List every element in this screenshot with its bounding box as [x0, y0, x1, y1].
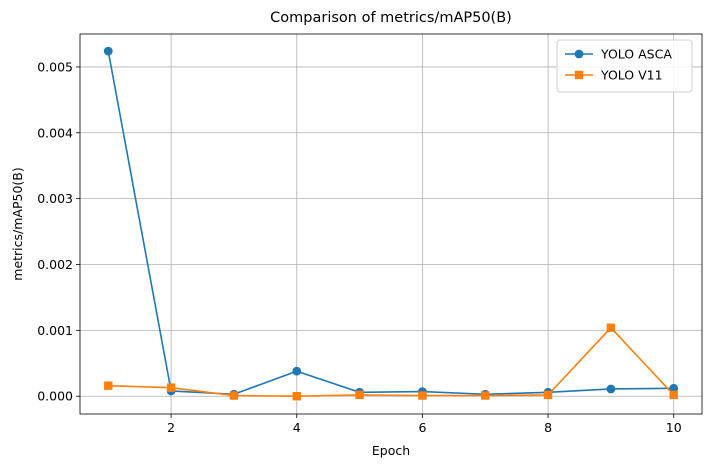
x-tick-label: 6 [418, 420, 426, 435]
data-point [481, 391, 490, 400]
data-point [355, 390, 364, 400]
legend-box [556, 39, 693, 93]
series-layer [103, 46, 679, 401]
x-axis-title: Epoch [372, 443, 410, 458]
data-point [229, 391, 239, 400]
data-point [104, 381, 113, 390]
x-tick-label: 2 [167, 420, 175, 435]
series-line [107, 50, 674, 396]
grid-lines [80, 34, 702, 414]
plot-area [80, 34, 702, 414]
y-tick-label: 0.000 [37, 389, 73, 404]
legend: YOLO ASCA YOLO V11 [556, 39, 693, 93]
x-tick-label: 10 [666, 420, 682, 435]
legend-marker [574, 70, 584, 80]
chart-title: Comparison of metrics/mAP50(B) [270, 10, 512, 26]
x-axis: 2 4 6 8 10 [167, 414, 682, 435]
data-point [543, 390, 553, 400]
y-axis-title: metrics/mAP50(B) [10, 167, 25, 280]
plot-frame [79, 33, 703, 415]
y-tick-label: 0.004 [37, 125, 73, 140]
x-tick-label: 4 [293, 420, 301, 435]
data-point [418, 391, 427, 400]
data-point [166, 383, 176, 392]
legend-entry: YOLO V11 [565, 68, 663, 83]
series-line [108, 326, 675, 398]
y-tick-label: 0.003 [37, 191, 73, 206]
data-point [669, 390, 678, 400]
y-tick-label: 0.005 [37, 59, 73, 74]
y-tick-label: 0.002 [37, 257, 73, 272]
legend-label: YOLO V11 [600, 68, 663, 83]
data-point [669, 383, 679, 393]
data-point [292, 392, 301, 401]
series-yolo-v11 [104, 323, 678, 401]
y-axis: 0.000 0.001 0.002 0.003 0.004 0.005 [37, 59, 80, 404]
data-point [606, 384, 616, 394]
y-tick-label: 0.001 [37, 323, 73, 338]
data-point [606, 323, 616, 332]
data-point [103, 46, 113, 56]
legend-entry: YOLO ASCA [565, 47, 672, 62]
legend-marker [574, 49, 584, 59]
legend-label: YOLO ASCA [600, 47, 672, 62]
data-point [292, 366, 302, 376]
x-tick-label: 8 [544, 420, 552, 435]
